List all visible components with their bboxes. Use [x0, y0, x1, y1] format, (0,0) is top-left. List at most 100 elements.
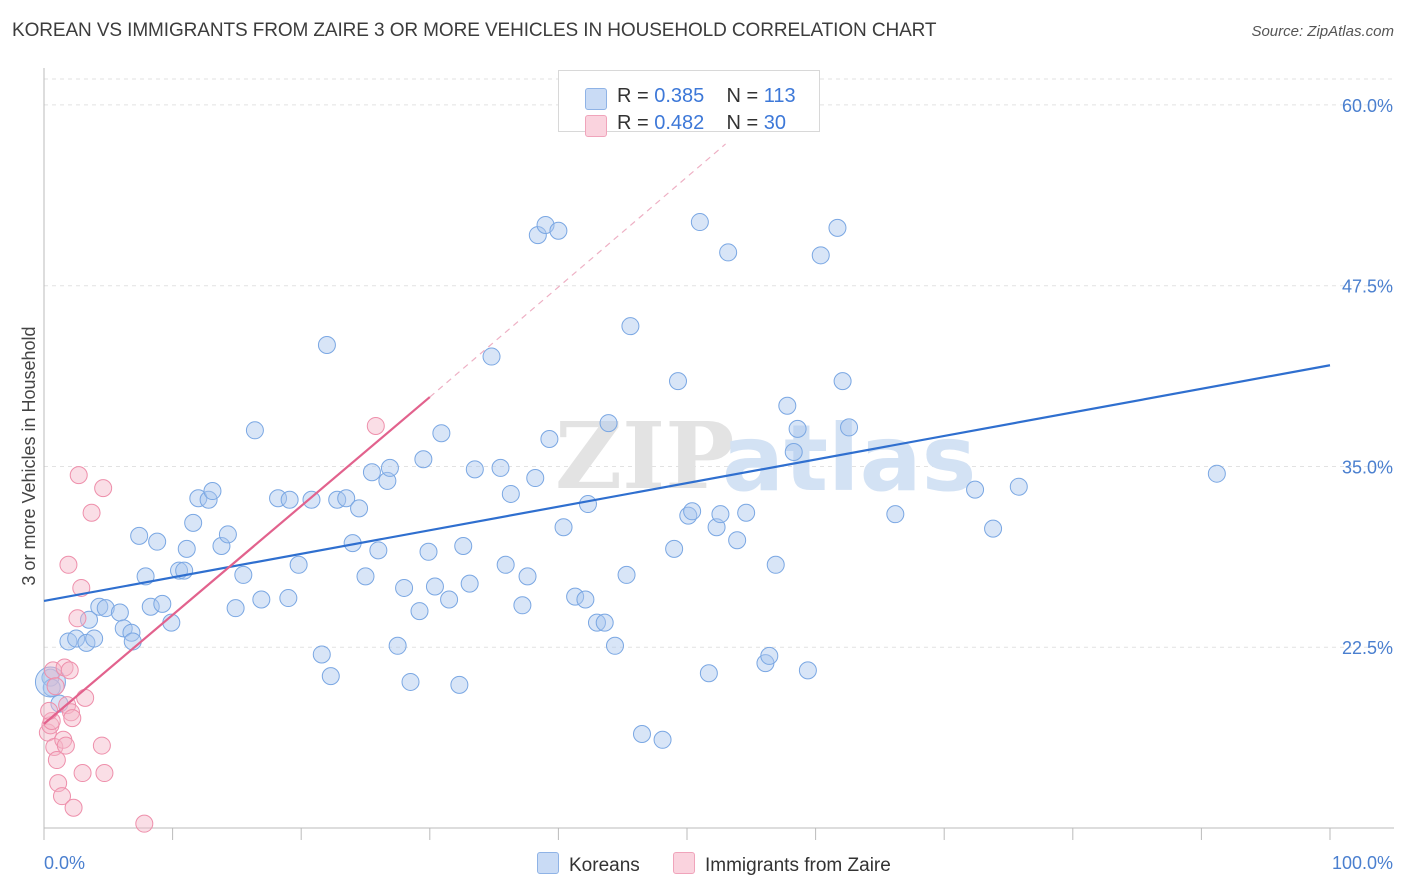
data-point-zaire [76, 688, 95, 707]
data-point-korean [321, 667, 340, 686]
legend-n-label: N = [726, 112, 759, 134]
series-koreans [34, 213, 1226, 749]
data-point-korean [218, 525, 237, 544]
data-point-korean [350, 499, 369, 518]
data-point-korean [465, 460, 484, 479]
data-point-korean [840, 418, 859, 437]
data-point-korean [425, 577, 444, 596]
data-point-korean [245, 421, 264, 440]
data-point-korean [828, 218, 847, 237]
data-point-zaire [95, 764, 114, 783]
y-tick-label: 35.0% [1342, 457, 1393, 477]
data-point-korean [668, 372, 687, 391]
trend-lines [43, 143, 1331, 725]
data-point-korean [410, 602, 429, 621]
data-point-korean [984, 519, 1003, 538]
data-point-korean [632, 725, 651, 743]
data-point-korean [966, 480, 985, 499]
legend-r-value: 0.385 [654, 85, 705, 107]
data-point-korean [388, 636, 407, 655]
data-point-korean [699, 664, 718, 683]
data-point-korean [460, 574, 479, 593]
data-point-korean [199, 490, 218, 509]
y-tick-label: 22.5% [1342, 638, 1393, 658]
data-point-korean [96, 599, 115, 618]
data-point-korean [130, 526, 149, 545]
watermark-atlas: atlas [722, 405, 976, 512]
data-point-korean [148, 532, 167, 551]
data-point-korean [302, 490, 321, 509]
data-point-zaire [94, 479, 113, 498]
data-point-zaire [42, 711, 61, 730]
data-point-korean [153, 594, 172, 613]
data-point-korean [289, 555, 308, 574]
data-point-korean [395, 578, 414, 597]
data-point-korean [1009, 477, 1028, 496]
data-point-korean [1207, 464, 1226, 483]
data-point-korean [690, 213, 709, 232]
trend-line-zaire-extension [429, 143, 726, 398]
series-immigrants-from-zaire [38, 416, 385, 833]
data-point-zaire [62, 703, 81, 722]
data-point-korean [380, 458, 399, 477]
legend-n-value: 30 [763, 112, 787, 134]
watermark-zip: ZIP [555, 402, 734, 510]
data-point-korean [482, 347, 501, 366]
data-point-korean [212, 537, 231, 555]
data-point-korean [226, 599, 245, 618]
data-point-korean [576, 590, 595, 609]
data-point-korean [599, 414, 618, 433]
bottom-swatch-koreans [537, 852, 559, 874]
data-point-korean [252, 590, 271, 609]
data-point-korean [414, 450, 433, 469]
data-point-korean [766, 555, 785, 574]
legend-r-value: 0.482 [654, 112, 705, 134]
data-point-korean [67, 629, 86, 648]
legend-r-label: R = [617, 112, 649, 134]
data-point-korean [280, 490, 299, 509]
data-point-zaire [366, 416, 385, 435]
data-point-zaire [64, 798, 83, 817]
data-point-korean [317, 335, 336, 354]
data-point-korean [269, 489, 288, 508]
stats-legend: R = 0.385 N = 113 R = 0.482 N = 30 [558, 70, 820, 137]
data-point-korean [587, 613, 606, 632]
data-point-korean [432, 424, 451, 443]
data-point-korean [450, 675, 469, 694]
data-point-korean [234, 565, 253, 584]
data-point-korean [784, 443, 803, 461]
data-point-korean [621, 317, 640, 336]
data-point-korean [369, 541, 388, 560]
data-point-zaire [40, 701, 59, 720]
data-point-korean-cluster [34, 666, 66, 698]
data-point-zaire [68, 609, 87, 628]
data-point-korean [501, 484, 520, 503]
data-point-korean [737, 503, 756, 522]
legend-n-label: N = [726, 85, 759, 107]
data-point-zaire [82, 503, 101, 522]
data-point-korean [653, 730, 672, 749]
data-point-zaire [53, 787, 72, 806]
data-point-korean [778, 396, 797, 415]
data-point-korean [184, 513, 203, 532]
data-point-korean [312, 645, 331, 664]
data-point-korean [760, 646, 779, 665]
data-point-zaire [55, 658, 74, 677]
data-point-zaire [60, 661, 79, 680]
data-point-korean [605, 636, 624, 655]
data-point-korean [798, 661, 817, 680]
data-point-korean [665, 539, 684, 558]
data-point-zaire [63, 709, 82, 728]
data-point-korean [683, 502, 702, 521]
data-point-zaire [69, 466, 88, 485]
grid-lines [44, 78, 1394, 648]
bottom-swatch-zaire [673, 852, 695, 874]
y-axis-label: 3 or more Vehicles in Household [19, 326, 39, 585]
data-point-korean [85, 629, 104, 648]
data-point-zaire [92, 736, 111, 755]
source-label: Source: ZipAtlas.com [1251, 23, 1394, 40]
data-point-korean [595, 613, 614, 632]
data-point-zaire [72, 578, 91, 597]
data-point-korean [811, 246, 830, 265]
data-point-zaire [46, 677, 65, 696]
